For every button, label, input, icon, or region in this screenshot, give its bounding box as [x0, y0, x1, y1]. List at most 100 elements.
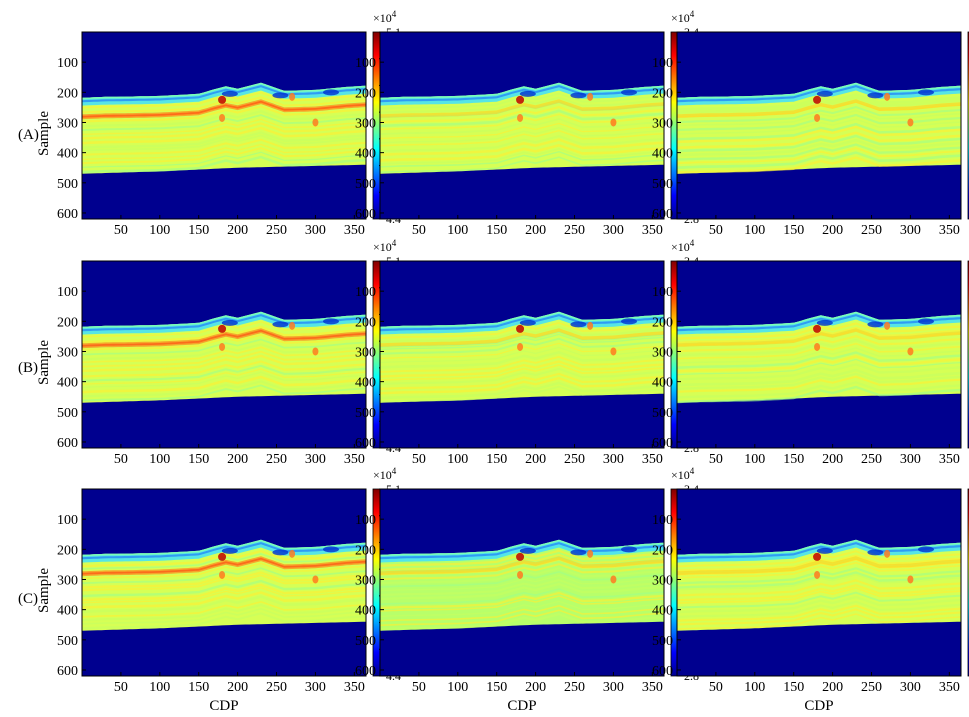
- y-tick-label: 500: [355, 406, 376, 421]
- x-tick-label: 200: [227, 680, 248, 695]
- texture-band: [82, 333, 366, 351]
- texture-band: [677, 574, 961, 591]
- texture-band: [82, 343, 366, 361]
- texture-band: [82, 346, 366, 364]
- x-tick-label: 100: [744, 223, 765, 238]
- texture-band: [82, 118, 366, 136]
- y-tick-label: 300: [652, 116, 673, 131]
- x-tick-label: 100: [149, 680, 170, 695]
- x-tick-label: 350: [344, 223, 365, 238]
- axes-frame: [81, 488, 367, 677]
- x-tick-label: 350: [642, 452, 663, 467]
- texture-band: [677, 156, 961, 174]
- texture-band: [677, 151, 961, 169]
- anomaly-spot: [814, 342, 821, 351]
- x-axis-label: CDP: [507, 698, 536, 714]
- y-tick-label: 100: [355, 513, 376, 528]
- texture-band: [380, 549, 664, 567]
- axes-frame: [676, 488, 962, 677]
- x-tick-label: 150: [486, 223, 507, 238]
- y-tick-label: 600: [355, 436, 376, 451]
- texture-band: [677, 579, 961, 597]
- y-tick-label: 400: [355, 147, 376, 162]
- colorbar-multiplier: ×104: [373, 9, 397, 25]
- x-tick-label: 300: [603, 452, 624, 467]
- texture-band: [380, 563, 664, 581]
- texture-band: [380, 385, 664, 403]
- colorbar-multiplier: ×104: [671, 466, 695, 482]
- top-edge: [677, 82, 961, 100]
- x-tick-label: 300: [900, 680, 921, 695]
- texture-band: [380, 330, 664, 348]
- low-ei-spot: [816, 547, 833, 554]
- y-tick-label: 300: [57, 116, 78, 131]
- anomaly-spot: [218, 552, 227, 561]
- texture-band: [82, 384, 366, 402]
- texture-band: [677, 355, 961, 373]
- texture-band: [380, 582, 664, 601]
- y-tick-label: 400: [57, 604, 78, 619]
- texture-band: [677, 550, 961, 568]
- y-tick-label: 600: [57, 664, 78, 679]
- anomaly-spot: [312, 347, 319, 356]
- texture-band: [677, 368, 961, 387]
- texture-band: [380, 574, 664, 592]
- texture-band: [380, 612, 664, 631]
- texture-band: [380, 567, 664, 585]
- low-ei-spot: [867, 321, 884, 328]
- top-band-blue: [380, 85, 664, 103]
- texture-band: [380, 122, 664, 140]
- x-axis-label: CDP: [804, 698, 833, 714]
- top-band-blue: [82, 542, 366, 560]
- anomaly-spot: [312, 575, 319, 584]
- row-label-a: (A): [18, 127, 39, 143]
- heatmap-image: [677, 32, 961, 219]
- texture-band: [677, 358, 961, 376]
- x-tick-label: 200: [822, 223, 843, 238]
- texture-band: [82, 126, 366, 145]
- texture-band: [82, 562, 366, 580]
- texture-band: [380, 595, 664, 612]
- anomaly-spot: [218, 324, 227, 333]
- x-tick-label: 350: [344, 680, 365, 695]
- y-tick-label: 300: [652, 345, 673, 360]
- anomaly-spot: [814, 113, 821, 122]
- x-tick-label: 200: [525, 680, 546, 695]
- texture-band: [82, 553, 366, 570]
- axes-frame: [379, 260, 665, 449]
- texture-band: [82, 380, 366, 398]
- texture-band: [380, 346, 664, 364]
- panel-r1-c1: 100 200 300 400 500 600 50 100 150 200 250 300 350 Sa…: [36, 9, 430, 238]
- x-tick-label: 350: [939, 452, 960, 467]
- x-tick-label: 150: [486, 452, 507, 467]
- top-band-blue: [677, 314, 961, 332]
- anomaly-spot: [907, 347, 914, 356]
- x-tick-label: 350: [642, 223, 663, 238]
- texture-band: [380, 138, 664, 156]
- anomaly-spot: [219, 342, 226, 351]
- texture-band: [82, 368, 366, 385]
- texture-band: [380, 129, 664, 147]
- heatmap-image: [677, 261, 961, 448]
- low-ei-spot: [272, 321, 289, 328]
- top-edge: [82, 539, 366, 557]
- texture-band: [380, 148, 664, 165]
- texture-band: [677, 338, 961, 357]
- y-tick-label: 500: [652, 634, 673, 649]
- y-axis-label: Sample: [36, 340, 52, 385]
- texture-band: [380, 588, 664, 606]
- texture-band: [380, 105, 664, 124]
- x-tick-label: 200: [227, 452, 248, 467]
- texture-band: [82, 550, 366, 568]
- anomaly-spot: [814, 570, 821, 579]
- y-tick-label: 200: [652, 315, 673, 330]
- texture-band: [677, 608, 961, 626]
- texture-band: [380, 591, 664, 610]
- x-tick-label: 100: [447, 223, 468, 238]
- y-tick-label: 400: [652, 376, 673, 391]
- texture-band: [677, 613, 961, 630]
- y-tick-label: 600: [355, 664, 376, 679]
- texture-band: [82, 583, 366, 602]
- x-tick-label: 50: [412, 452, 426, 467]
- texture-band: [677, 595, 961, 614]
